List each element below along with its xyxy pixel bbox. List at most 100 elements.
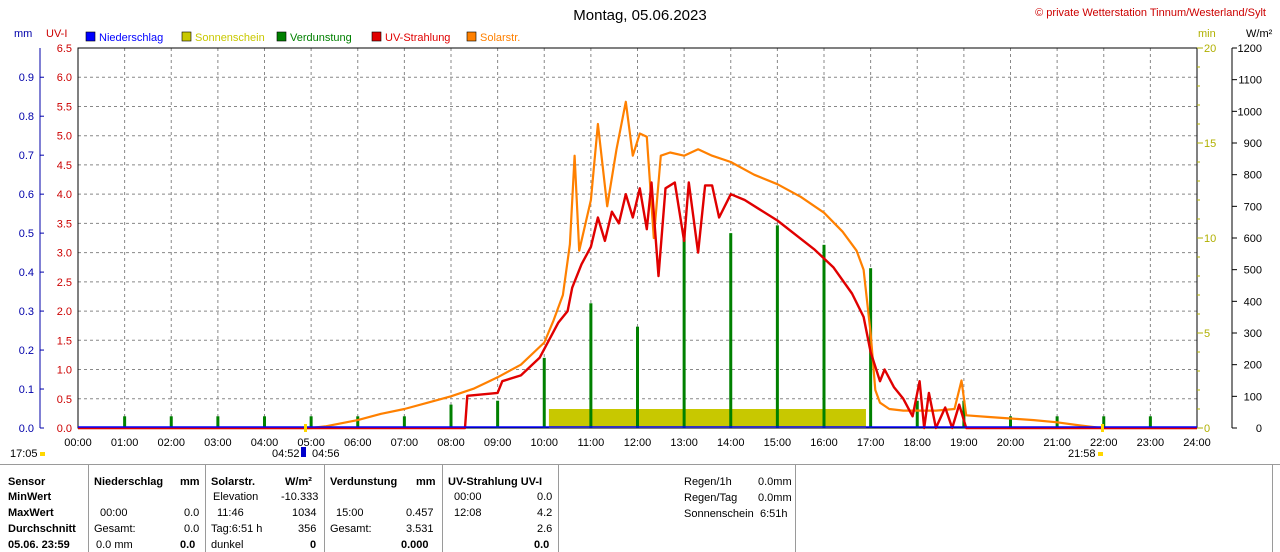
row-current-label: 05.06. 23:59 — [8, 539, 70, 551]
legend: Niederschlag Sonnenschein Verdunstung UV-St… — [85, 31, 520, 44]
x-tick-label: 19:00 — [950, 437, 978, 449]
unit-uvi: UV-I — [46, 28, 67, 40]
x-tick-label: 15:00 — [764, 437, 792, 449]
uv-tick-label: 4.5 — [57, 160, 72, 172]
dawn-marker — [301, 447, 306, 457]
min-tick-label: 10 — [1204, 233, 1216, 245]
x-tick-label: 22:00 — [1090, 437, 1118, 449]
sunrise-tick — [304, 424, 307, 432]
mm-tick-label: 0.1 — [19, 384, 34, 396]
x-tick-label: 04:00 — [251, 437, 279, 449]
solar-elevation-label: Elevation — [213, 491, 259, 503]
weather-chart: 0.0 0.5 1.0 1.5 2.0 2.5 3.0 3.5 4.0 4.5 5.0 5.5 6.0 6… — [10, 7, 1273, 460]
x-tick-label: 24:00 — [1183, 437, 1211, 449]
grid — [78, 48, 1197, 428]
x-tick-label: 13:00 — [670, 437, 698, 449]
wm2-tick-label: 400 — [1244, 296, 1262, 308]
evaporation-bar — [402, 416, 406, 428]
sunshine-value: 6:51h — [760, 508, 788, 520]
legend-label: Sonnenschein — [195, 32, 265, 44]
regen-day-label: Regen/Tag — [684, 492, 738, 504]
uv-tick-label: 0.5 — [57, 394, 72, 406]
mm-tick-label: 0.4 — [19, 267, 34, 279]
evaporation-bar — [356, 416, 360, 428]
uv-tick-label: 3.5 — [57, 218, 72, 230]
verdunstung-total-label: Gesamt: — [330, 523, 372, 535]
row-max-label: MaxWert — [8, 507, 54, 519]
solar-avg-value: 356 — [298, 523, 317, 535]
unit-min: min — [1198, 28, 1216, 40]
x-tick-label: 06:00 — [344, 437, 372, 449]
verdunstung-current-value: 0.000 — [401, 539, 429, 551]
x-tick-label: 03:00 — [204, 437, 232, 449]
wm2-tick-label: 300 — [1244, 328, 1262, 340]
min-tick-label: 5 — [1204, 328, 1210, 340]
solar-max-time: 11:46 — [217, 507, 244, 519]
niederschlag-current-bold: 0.0 — [180, 539, 196, 551]
mm-tick-label: 0.6 — [19, 189, 34, 201]
legend-label: UV-Strahlung — [385, 32, 450, 44]
station-credit: © private Wetterstation Tinnum/Westerlan… — [1035, 7, 1266, 19]
legend-swatch — [371, 31, 382, 42]
x-tick-label: 23:00 — [1137, 437, 1165, 449]
verdunstung-unit: mm — [416, 476, 436, 488]
mm-tick-label: 0.9 — [19, 72, 34, 84]
legend-label: Solarstr. — [480, 32, 520, 44]
evaporation-bar — [496, 400, 500, 428]
legend-label: Verdunstung — [290, 32, 352, 44]
evaporation-bar — [636, 326, 639, 428]
niederschlag-header: Niederschlag — [94, 476, 164, 488]
evaporation-bar — [216, 416, 220, 428]
wm2-tick-label: 600 — [1244, 233, 1262, 245]
uv-tick-label: 0.0 — [57, 423, 72, 435]
solar-current-value: 0 — [310, 539, 317, 551]
wm2-tick-label: 100 — [1244, 391, 1262, 403]
time-marker-left: 17:05 — [10, 448, 38, 460]
uv-tick-label: 1.5 — [57, 335, 72, 347]
wm2-tick-label: 800 — [1244, 170, 1262, 182]
uv-header: UV-Strahlung UV-I — [448, 476, 543, 488]
evaporation-bar — [309, 416, 313, 428]
x-tick-label: 08:00 — [437, 437, 465, 449]
evaporation-bar — [915, 400, 919, 428]
evaporation-bar — [962, 400, 966, 428]
regen-day-value: 0.0mm — [758, 492, 792, 504]
evaporation-bar — [263, 416, 266, 428]
x-tick-label: 02:00 — [157, 437, 185, 449]
uv-avg-value: 2.6 — [537, 523, 553, 535]
uv-tick-label: 4.0 — [57, 189, 72, 201]
sunset-tick — [1101, 424, 1104, 432]
niederschlag-max-time: 00:00 — [100, 507, 128, 519]
wm2-tick-label: 700 — [1244, 201, 1262, 213]
uv-tick-label: 6.0 — [57, 72, 72, 84]
time-markers: 17:05 04:52 04:56 21:58 — [10, 424, 1104, 460]
wm2-tick-label: 500 — [1244, 265, 1262, 277]
legend-swatch — [276, 31, 287, 42]
x-tick-label: 01:00 — [111, 437, 139, 449]
niederschlag-total-label: Gesamt: — [94, 523, 136, 535]
evaporation-bar — [1148, 416, 1152, 428]
sun-marker — [40, 452, 45, 456]
wm2-tick-label: 1200 — [1238, 43, 1262, 55]
verdunstung-total-value: 3.531 — [406, 523, 434, 535]
wm2-tick-label: 900 — [1244, 138, 1262, 150]
verdunstung-max-time: 15:00 — [336, 507, 364, 519]
verdunstung-header: Verdunstung — [330, 476, 398, 488]
uv-tick-label: 2.5 — [57, 277, 72, 289]
uv-current-value: 0.0 — [534, 539, 550, 551]
row-avg-label: Durchschnitt — [8, 523, 76, 535]
uv-max-value: 4.2 — [537, 507, 553, 519]
x-tick-label: 11:00 — [578, 437, 605, 449]
niederschlag-total-value: 0.0 — [184, 523, 200, 535]
time-marker-sunset: 21:58 — [1068, 448, 1096, 460]
mm-tick-label: 0.5 — [19, 228, 34, 240]
uv-min-time: 00:00 — [454, 491, 482, 503]
evaporation-bar — [169, 416, 173, 428]
wm2-tick-label: 200 — [1244, 360, 1262, 372]
uv-min-value: 0.0 — [537, 491, 553, 503]
chart-title: Montag, 05.06.2023 — [573, 7, 706, 24]
evaporation-series — [123, 225, 1152, 428]
wm2-tick-label: 0 — [1256, 423, 1262, 435]
solar-unit: W/m² — [285, 476, 312, 488]
legend-label: Niederschlag — [99, 32, 163, 44]
